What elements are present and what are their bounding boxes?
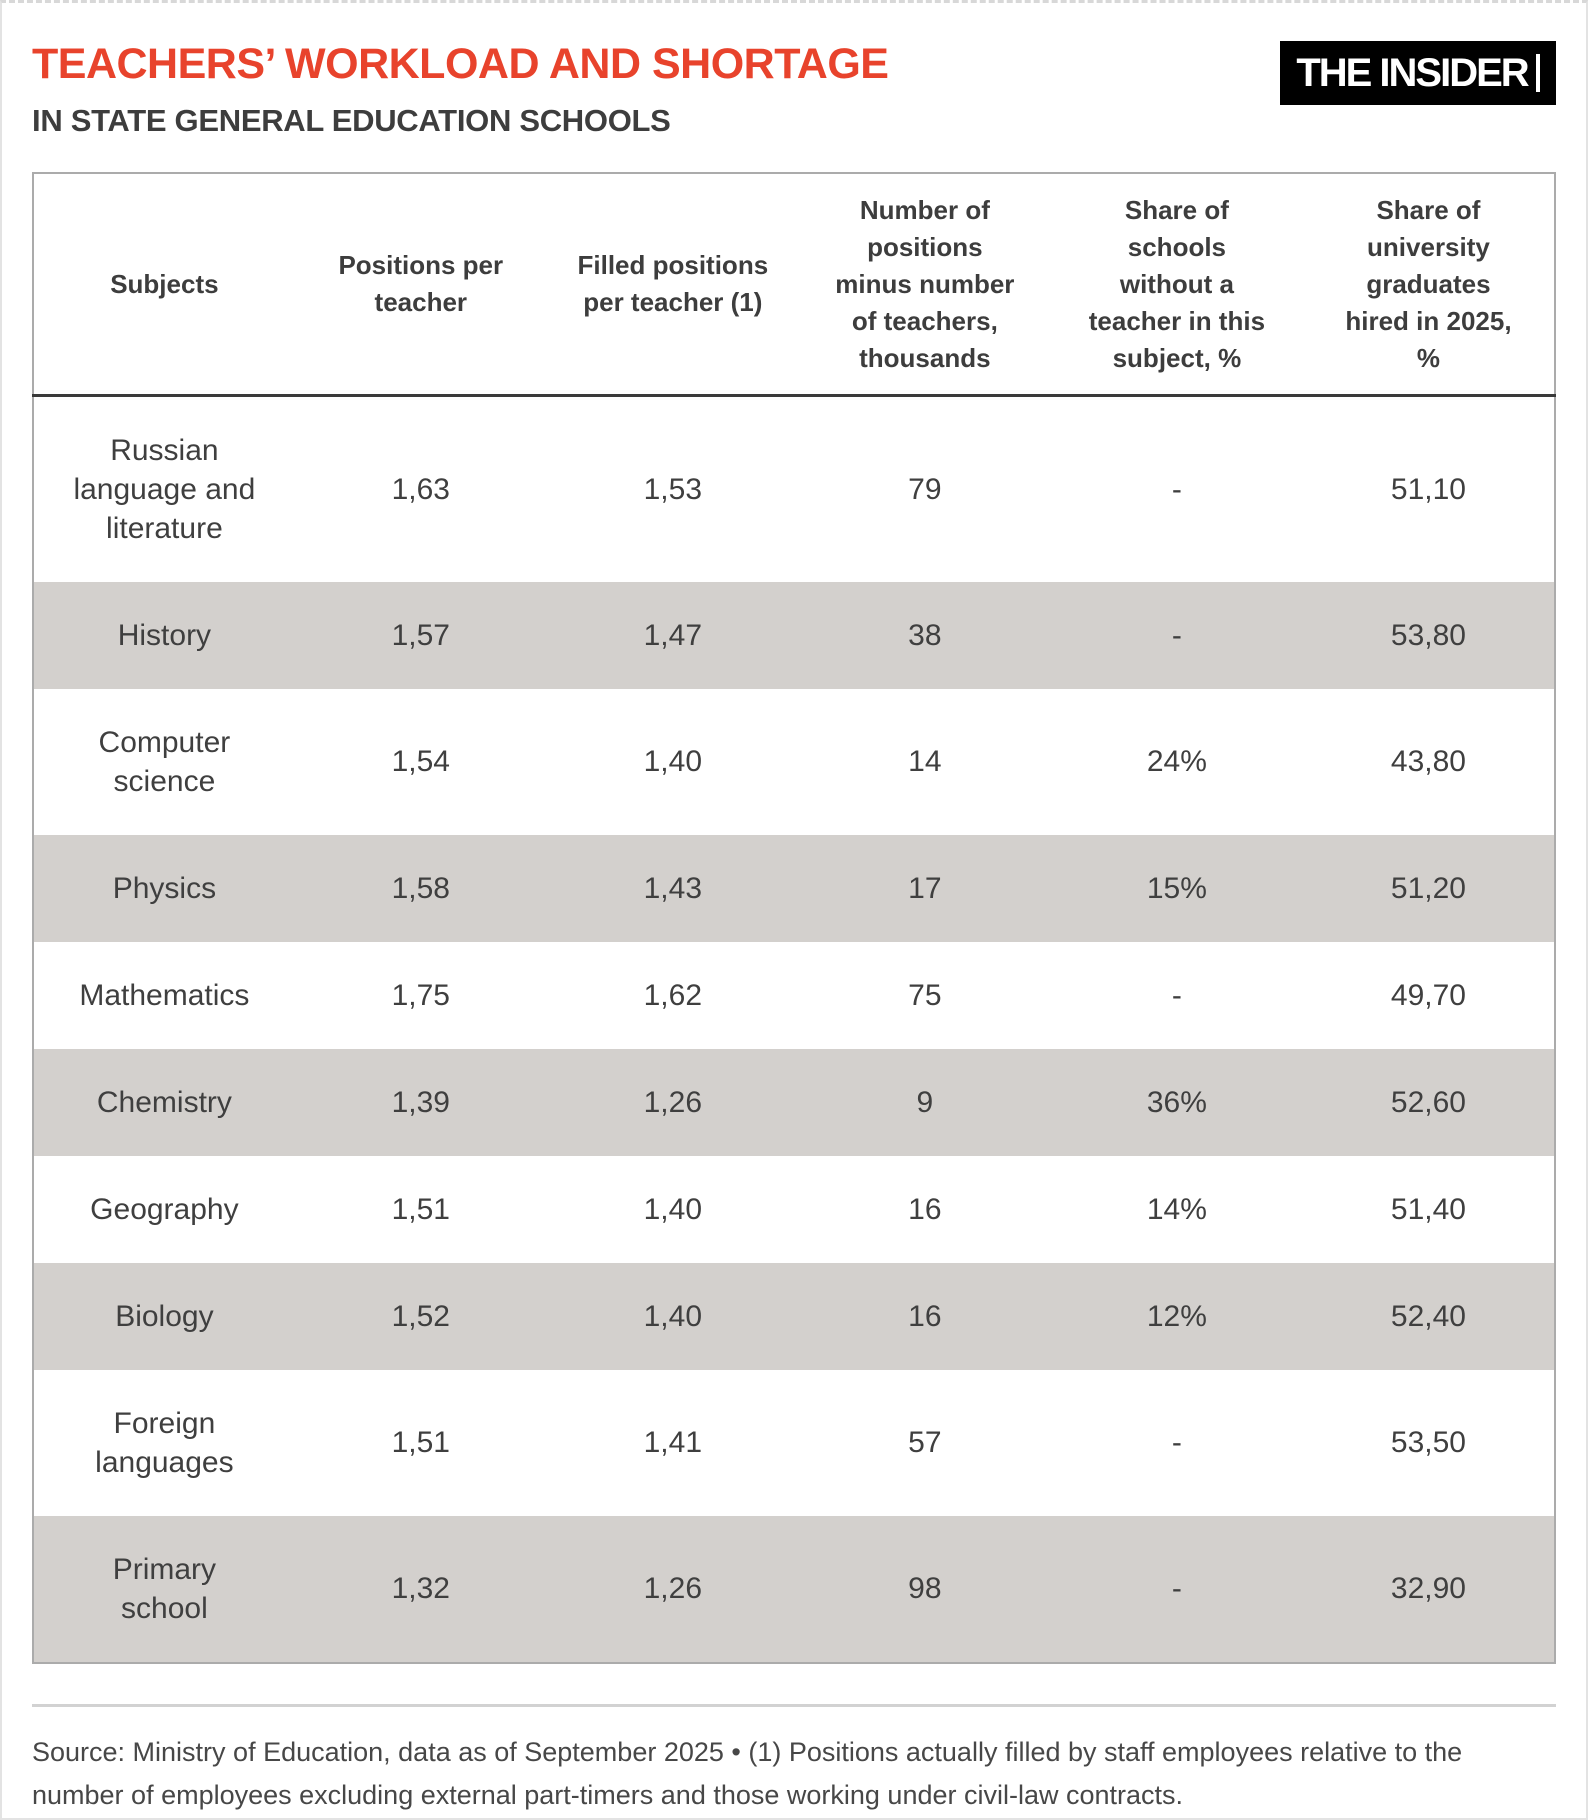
value-cell: 1,41 <box>643 1426 703 1460</box>
value-cell: 16 <box>908 1299 942 1333</box>
value-cell: 1,32 <box>391 1572 450 1606</box>
header-row: Subjects Positions per teacher Filled po… <box>33 173 1555 397</box>
value-cell: - <box>1171 1572 1182 1606</box>
infographic-page: TEACHERS’ WORKLOAD AND SHORTAGE IN STATE… <box>2 40 1586 1817</box>
table-row: Russian language and literature 1,63 1,53 7… <box>33 395 1555 582</box>
value-cell: 1,58 <box>391 871 450 905</box>
subject-cell: Russian language and literature <box>73 433 256 545</box>
value-cell: 1,52 <box>391 1299 450 1333</box>
value-cell: 1,51 <box>391 1426 450 1460</box>
subject-cell: Computer science <box>98 725 231 798</box>
col-header-subjects: Subjects <box>33 173 295 397</box>
table-row: Foreign languages 1,51 1,41 57 - 53,50 <box>33 1370 1555 1516</box>
value-cell: 1,75 <box>391 978 450 1012</box>
title-block: TEACHERS’ WORKLOAD AND SHORTAGE IN STATE… <box>32 40 889 139</box>
logo-wordmark: THE INSIDER <box>1296 50 1529 95</box>
value-cell: 52,60 <box>1390 1085 1466 1119</box>
col-header-positions-minus-teachers: Number of positions minus number of teac… <box>798 173 1051 397</box>
value-cell: 15% <box>1146 871 1207 905</box>
table-row: Physics 1,58 1,43 17 15% 51,20 <box>33 834 1555 942</box>
value-cell: 43,80 <box>1390 745 1466 779</box>
value-cell: 49,70 <box>1390 978 1466 1012</box>
table-row: Computer science 1,54 1,40 14 24% 43,80 <box>33 689 1555 835</box>
subject-cell: Chemistry <box>96 1085 232 1119</box>
table-row: History 1,57 1,47 38 - 53,80 <box>33 581 1555 689</box>
page-subtitle: IN STATE GENERAL EDUCATION SCHOOLS <box>32 103 671 139</box>
col-header-schools-without-teacher: Share of schools without a teacher in th… <box>1050 173 1303 397</box>
value-cell: 38 <box>908 618 942 652</box>
value-cell: 9 <box>916 1085 934 1119</box>
col-header-positions-per-teacher: Positions per teacher <box>294 173 547 397</box>
col-header-filled-positions: Filled positions per teacher (1) <box>546 173 799 397</box>
value-cell: 75 <box>908 978 942 1012</box>
value-cell: 24% <box>1146 745 1207 779</box>
value-cell: - <box>1171 618 1182 652</box>
value-cell: 36% <box>1146 1085 1207 1119</box>
value-cell: 14% <box>1146 1192 1207 1226</box>
logo-cursor-bar-icon <box>1535 54 1540 92</box>
value-cell: 16 <box>908 1192 942 1226</box>
value-cell: 51,10 <box>1390 472 1466 506</box>
teachers-workload-table: Subjects Positions per teacher Filled po… <box>32 172 1556 1664</box>
value-cell: - <box>1171 978 1182 1012</box>
value-cell: 1,39 <box>391 1085 450 1119</box>
subject-cell: Foreign languages <box>95 1406 234 1479</box>
value-cell: 1,51 <box>391 1192 450 1226</box>
table-row: Chemistry 1,39 1,26 9 36% 52,60 <box>33 1048 1555 1156</box>
table-header: Subjects Positions per teacher Filled po… <box>33 173 1555 397</box>
table-row: Mathematics 1,75 1,62 75 - 49,70 <box>33 942 1555 1049</box>
subject-cell: Physics <box>112 871 217 905</box>
table-row: Primary school 1,32 1,26 98 - 32,90 <box>33 1515 1555 1663</box>
table-row: Geography 1,51 1,40 16 14% 51,40 <box>33 1156 1555 1263</box>
the-insider-logo: THE INSIDER <box>1280 41 1556 105</box>
value-cell: 53,80 <box>1390 618 1466 652</box>
value-cell: - <box>1171 1426 1182 1460</box>
subject-cell: Mathematics <box>79 978 250 1012</box>
value-cell: 51,20 <box>1390 871 1466 905</box>
value-cell: 1,62 <box>643 978 703 1012</box>
value-cell: 17 <box>908 871 942 905</box>
source-note: Source: Ministry of Education, data as o… <box>32 1736 1463 1811</box>
table-row: Biology 1,52 1,40 16 12% 52,40 <box>33 1262 1555 1370</box>
footer-divider <box>32 1703 1556 1707</box>
value-cell: 53,50 <box>1390 1426 1466 1460</box>
masthead: TEACHERS’ WORKLOAD AND SHORTAGE IN STATE… <box>32 40 1556 139</box>
value-cell: - <box>1171 472 1182 506</box>
subject-cell: Primary school <box>112 1552 217 1625</box>
value-cell: 1,26 <box>643 1085 703 1119</box>
value-cell: 52,40 <box>1390 1299 1466 1333</box>
value-cell: 14 <box>908 745 942 779</box>
value-cell: 1,43 <box>643 871 703 905</box>
subject-cell: History <box>117 618 212 652</box>
value-cell: 1,40 <box>643 1192 703 1226</box>
value-cell: 1,63 <box>391 472 450 506</box>
value-cell: 1,57 <box>391 618 450 652</box>
table-body: Russian language and literature 1,63 1,53 7… <box>33 395 1555 1663</box>
value-cell: 1,54 <box>391 745 450 779</box>
value-cell: 51,40 <box>1390 1192 1466 1226</box>
subject-cell: Biology <box>115 1299 214 1333</box>
subject-cell: Geography <box>90 1192 239 1226</box>
value-cell: 1,47 <box>643 618 703 652</box>
page-title: TEACHERS’ WORKLOAD AND SHORTAGE <box>32 40 889 88</box>
value-cell: 79 <box>908 472 942 506</box>
value-cell: 32,90 <box>1390 1572 1466 1606</box>
value-cell: 1,26 <box>643 1572 703 1606</box>
col-header-graduates-hired: Share of university graduates hired in 2… <box>1302 173 1555 397</box>
value-cell: 1,40 <box>643 745 703 779</box>
value-cell: 12% <box>1146 1299 1207 1333</box>
value-cell: 1,53 <box>643 472 703 506</box>
value-cell: 98 <box>908 1572 942 1606</box>
value-cell: 1,40 <box>643 1299 703 1333</box>
value-cell: 57 <box>908 1426 942 1460</box>
